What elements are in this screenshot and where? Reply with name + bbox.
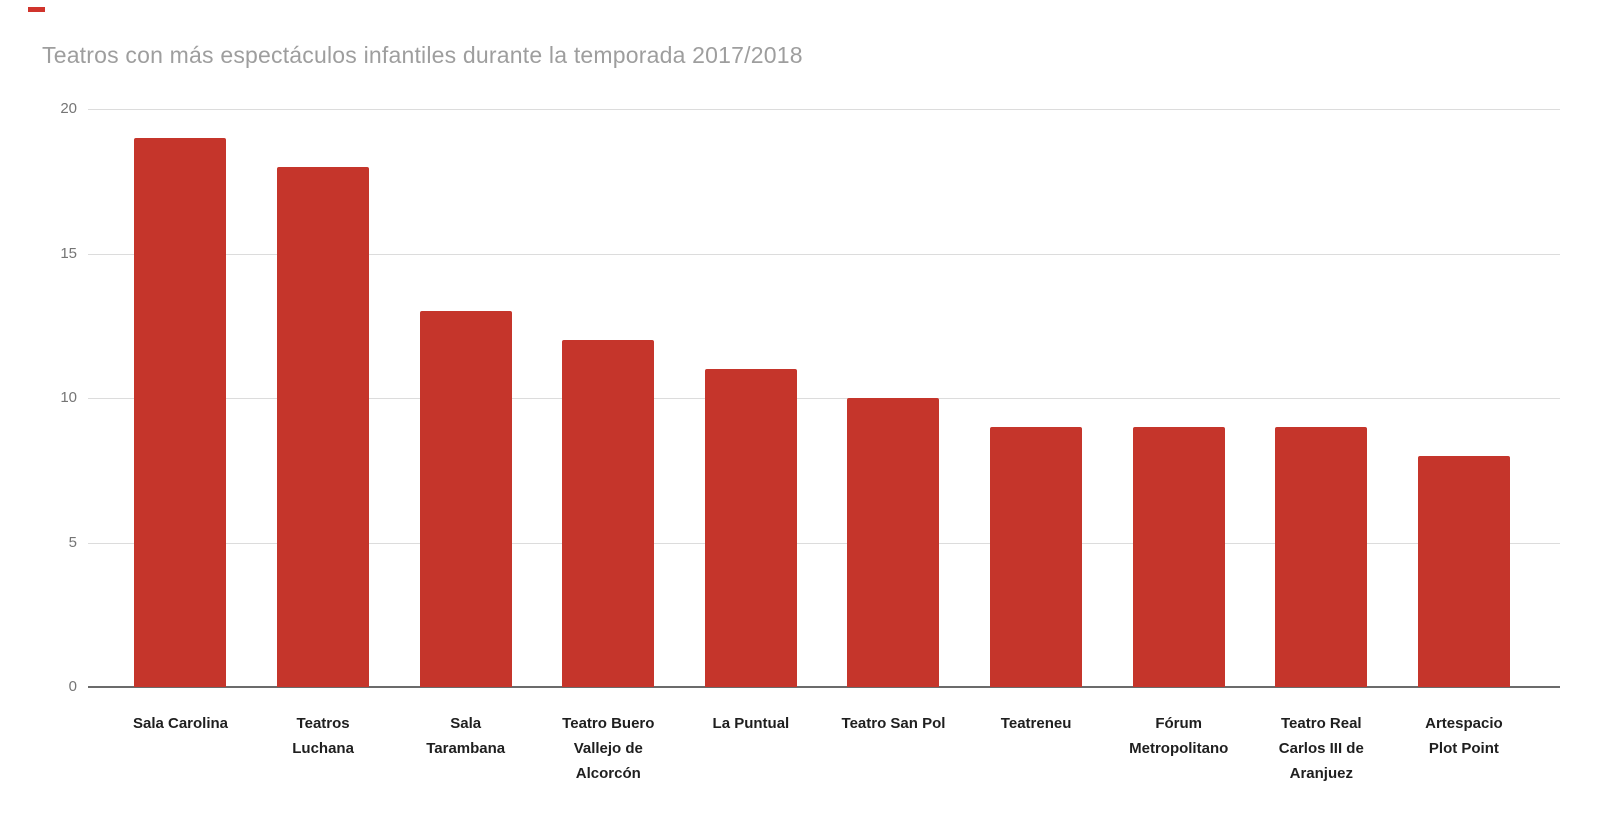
x-axis-label-0: Sala Carolina <box>132 715 229 732</box>
y-axis-tick-label: 0 <box>68 678 77 695</box>
chart-title: Teatros con más espectáculos infantiles … <box>42 42 803 68</box>
x-axis-label-7: Fórum Metropolitano <box>1129 715 1229 757</box>
x-axis-baseline <box>88 686 1560 688</box>
gridline <box>88 253 1560 255</box>
gridline <box>88 398 1560 399</box>
gridline <box>88 542 1560 544</box>
bar-7[interactable] <box>1132 426 1225 687</box>
x-axis-label-5: Teatro San Pol <box>841 715 946 732</box>
x-axis-label-3: Teatro Buero Vallejo de Alcorcón <box>562 715 655 782</box>
bar-4[interactable] <box>704 369 797 687</box>
bar-5[interactable] <box>847 398 940 687</box>
bar-3[interactable] <box>562 340 655 687</box>
bar-9[interactable] <box>1417 455 1510 687</box>
y-axis-tick-label: 5 <box>68 533 77 551</box>
bar-0[interactable] <box>134 137 227 687</box>
gridline <box>88 109 1560 110</box>
x-axis-label-8: Teatro Real Carlos III de Aranjuez <box>1278 715 1364 782</box>
bar-2[interactable] <box>419 311 512 687</box>
x-axis-label-4: La Puntual <box>712 715 790 732</box>
x-axis-label-1: Teatros Luchana <box>292 715 354 757</box>
x-axis-label-6: Teatreneu <box>1000 715 1072 732</box>
bar-8[interactable] <box>1275 426 1368 687</box>
y-axis-tick-label: 20 <box>60 100 77 117</box>
x-axis-label-2: Sala Tarambana <box>426 715 506 757</box>
x-axis-label-9: Artespacio Plot Point <box>1425 715 1503 757</box>
y-axis-tick-label: 10 <box>60 389 77 406</box>
y-axis-tick-label: 15 <box>60 244 77 262</box>
bar-1[interactable] <box>276 166 369 687</box>
red-dash-mark <box>28 7 45 12</box>
bar-6[interactable] <box>989 426 1082 687</box>
